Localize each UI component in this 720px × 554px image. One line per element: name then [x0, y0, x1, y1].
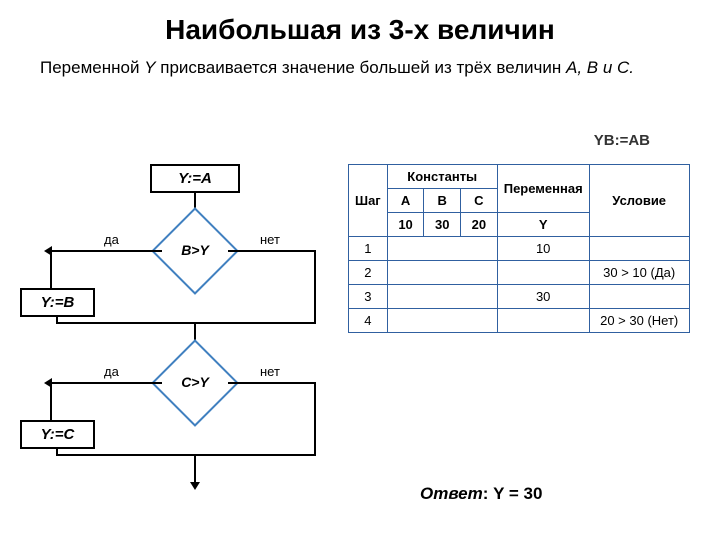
cell-step: 2	[349, 261, 388, 285]
subtitle: Переменной Y присваивается значение боль…	[40, 58, 680, 78]
answer: Ответ: Y = 30	[420, 484, 542, 504]
box-assign-a: Y:=A	[150, 164, 240, 193]
line	[50, 382, 52, 420]
label-yes-2: да	[104, 364, 119, 379]
line	[314, 250, 316, 324]
line	[314, 382, 316, 456]
diamond-cond2-label: C>Y	[165, 374, 225, 390]
cell-cond: 20 > 30 (Нет)	[589, 309, 689, 333]
cell-const	[387, 261, 497, 285]
box-assign-c: Y:=C	[20, 420, 95, 449]
flowchart: Y:=A B>Y да нет Y:=B C>Y да нет Y:=C	[20, 164, 340, 524]
cell-y: 10	[497, 237, 589, 261]
overlay-text: YВ:=АВ	[594, 132, 650, 149]
subtitle-var: Y	[144, 58, 155, 77]
trace-table: Шаг Константы Переменная Условие A B C 1…	[348, 164, 690, 333]
table-row: 1 10	[349, 237, 690, 261]
page-title: Наибольшая из 3-х величин	[0, 14, 720, 46]
answer-label: Ответ	[420, 484, 483, 503]
label-no-2: нет	[260, 364, 280, 379]
cell-cond: 30 > 10 (Да)	[589, 261, 689, 285]
line	[50, 250, 162, 252]
table-row: 2 30 > 10 (Да)	[349, 261, 690, 285]
answer-value: : Y = 30	[483, 484, 543, 503]
line	[196, 454, 316, 456]
cell-cond	[589, 285, 689, 309]
th-c: C	[461, 189, 498, 213]
cell-step: 4	[349, 309, 388, 333]
cell-step: 1	[349, 237, 388, 261]
line	[196, 322, 316, 324]
th-cv: 20	[461, 213, 498, 237]
cell-step: 3	[349, 285, 388, 309]
line	[228, 250, 316, 252]
th-av: 10	[387, 213, 424, 237]
table-row: 4 20 > 30 (Нет)	[349, 309, 690, 333]
line	[228, 382, 316, 384]
table-row: 3 30	[349, 285, 690, 309]
cell-y	[497, 309, 589, 333]
box-assign-b: Y:=B	[20, 288, 95, 317]
th-y: Y	[497, 213, 589, 237]
cell-cond	[589, 237, 689, 261]
line	[56, 322, 196, 324]
line	[194, 454, 196, 484]
subtitle-mid: присваивается значение большей из трёх в…	[156, 58, 566, 77]
diamond-cond1-label: B>Y	[165, 242, 225, 258]
th-bv: 30	[424, 213, 461, 237]
line	[56, 454, 196, 456]
th-constants: Константы	[387, 165, 497, 189]
th-a: A	[387, 189, 424, 213]
label-no-1: нет	[260, 232, 280, 247]
line	[50, 250, 52, 288]
cell-const	[387, 237, 497, 261]
cell-y: 30	[497, 285, 589, 309]
th-condition: Условие	[589, 165, 689, 237]
th-b: B	[424, 189, 461, 213]
label-yes-1: да	[104, 232, 119, 247]
arrowhead-down	[190, 482, 200, 490]
line	[50, 382, 162, 384]
subtitle-vars-list: A, B и C.	[566, 58, 634, 77]
th-variable: Переменная	[497, 165, 589, 213]
th-step: Шаг	[349, 165, 388, 237]
cell-const	[387, 309, 497, 333]
subtitle-prefix: Переменной	[40, 58, 144, 77]
cell-y	[497, 261, 589, 285]
cell-const	[387, 285, 497, 309]
